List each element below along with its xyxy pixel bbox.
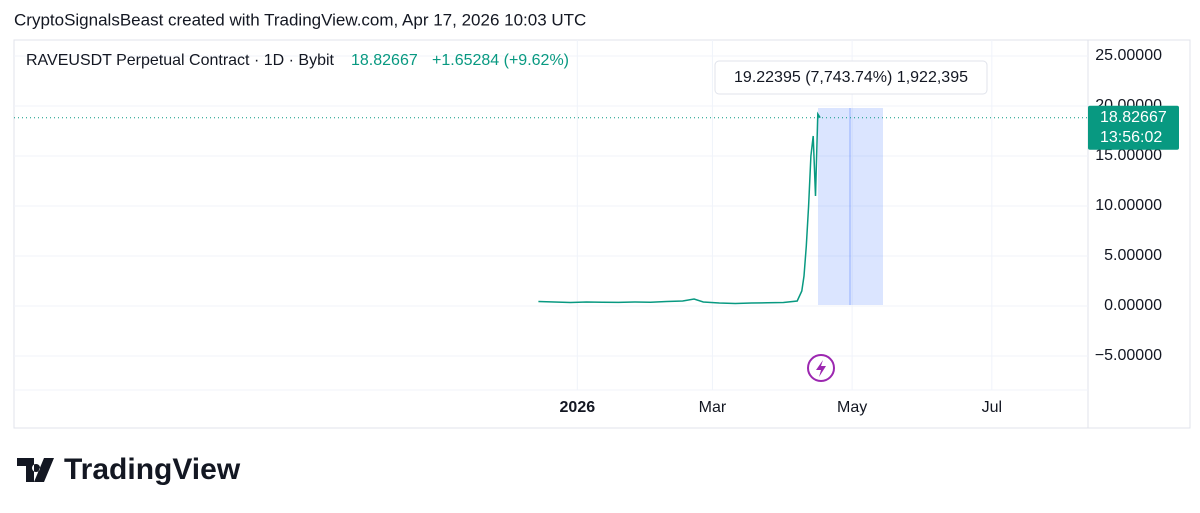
event-bolt: [816, 360, 826, 377]
measure-box: [818, 108, 883, 305]
measure-label: 19.22395 (7,743.74%) 1,922,395: [734, 69, 968, 86]
logo: TradingView: [17, 453, 241, 486]
x-tick-label: Jul: [982, 399, 1002, 416]
chart-title: RAVEUSDT Perpetual Contract · 1D · Bybit: [26, 52, 335, 69]
y-tick-label: 15.00000: [1095, 147, 1162, 164]
grid: [14, 40, 1088, 390]
measure-label-box: [714, 60, 988, 95]
last-price-tag: [1088, 105, 1179, 150]
x-tick-label: May: [837, 399, 867, 416]
y-tick-label: −5.00000: [1095, 347, 1162, 364]
chart-frame: [13, 39, 1191, 429]
y-tick-label: 10.00000: [1095, 197, 1162, 214]
change: +1.65284 (+9.62%): [432, 52, 569, 69]
logo-mark: [17, 458, 54, 482]
quote: 18.82667: [351, 52, 418, 69]
x-tick-label: Mar: [699, 399, 727, 416]
y-tick-label: 0.00000: [1104, 297, 1162, 314]
price-line: [538, 111, 821, 305]
x-tick-label: 2026: [560, 399, 596, 416]
last-price-label: 18.82667: [1100, 109, 1167, 126]
y-tick-label: 25.00000: [1095, 47, 1162, 64]
event-icon[interactable]: [807, 354, 835, 382]
logo-text: TradingView: [64, 453, 241, 486]
y-tick-label: 5.00000: [1104, 247, 1162, 264]
countdown: 13:56:02: [1100, 129, 1162, 146]
plot: [14, 111, 1088, 305]
credit: CryptoSignalsBeast created with TradingV…: [14, 10, 586, 29]
